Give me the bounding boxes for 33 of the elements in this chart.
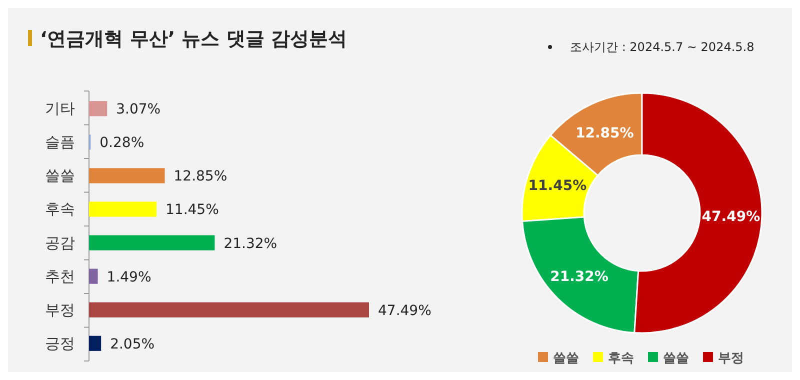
legend-label: 쓸쓸 [553, 351, 579, 366]
bar [89, 168, 165, 184]
text: 조사기간 : 2024.5.7 ~ 2024.5.8 [570, 40, 754, 54]
bar [89, 336, 102, 351]
bar [89, 202, 157, 217]
y-tick-label: 후속 [45, 200, 75, 218]
data-label: 47.49% [702, 208, 760, 225]
y-tick-label: 공감 [45, 234, 75, 252]
legend-label: 부정 [718, 351, 744, 366]
data-label: 12.85% [575, 125, 634, 142]
bar [89, 235, 215, 250]
y-tick-label: 추천 [45, 267, 75, 286]
data-label: 3.07% [116, 102, 161, 118]
data-label: 12.85% [174, 168, 228, 185]
data-label: 2.05% [110, 336, 155, 352]
chart-title: ‘연금개혁 무산’ 뉴스 댓글 감성분석 [40, 28, 347, 50]
bar [89, 268, 98, 284]
data-label: 0.28% [100, 135, 144, 152]
y-tick-label: 쓸쓸 [45, 166, 75, 185]
bar [89, 101, 108, 116]
data-label: 47.49% [378, 302, 432, 319]
y-tick-label: 긍정 [45, 334, 75, 352]
data-label: 21.32% [550, 269, 608, 286]
bar [89, 302, 369, 318]
data-label: 11.45% [166, 202, 219, 218]
data-label: 11.45% [528, 178, 587, 194]
legend-label: 후속 [608, 351, 634, 366]
legend-label: 쓸쓸 [663, 351, 689, 366]
y-tick-label: 슬픔 [45, 133, 75, 152]
y-tick-label: 기타 [45, 100, 75, 118]
data-label: 1.49% [106, 269, 152, 286]
y-tick-label: 부정 [45, 300, 75, 319]
data-label: 21.32% [224, 236, 278, 252]
